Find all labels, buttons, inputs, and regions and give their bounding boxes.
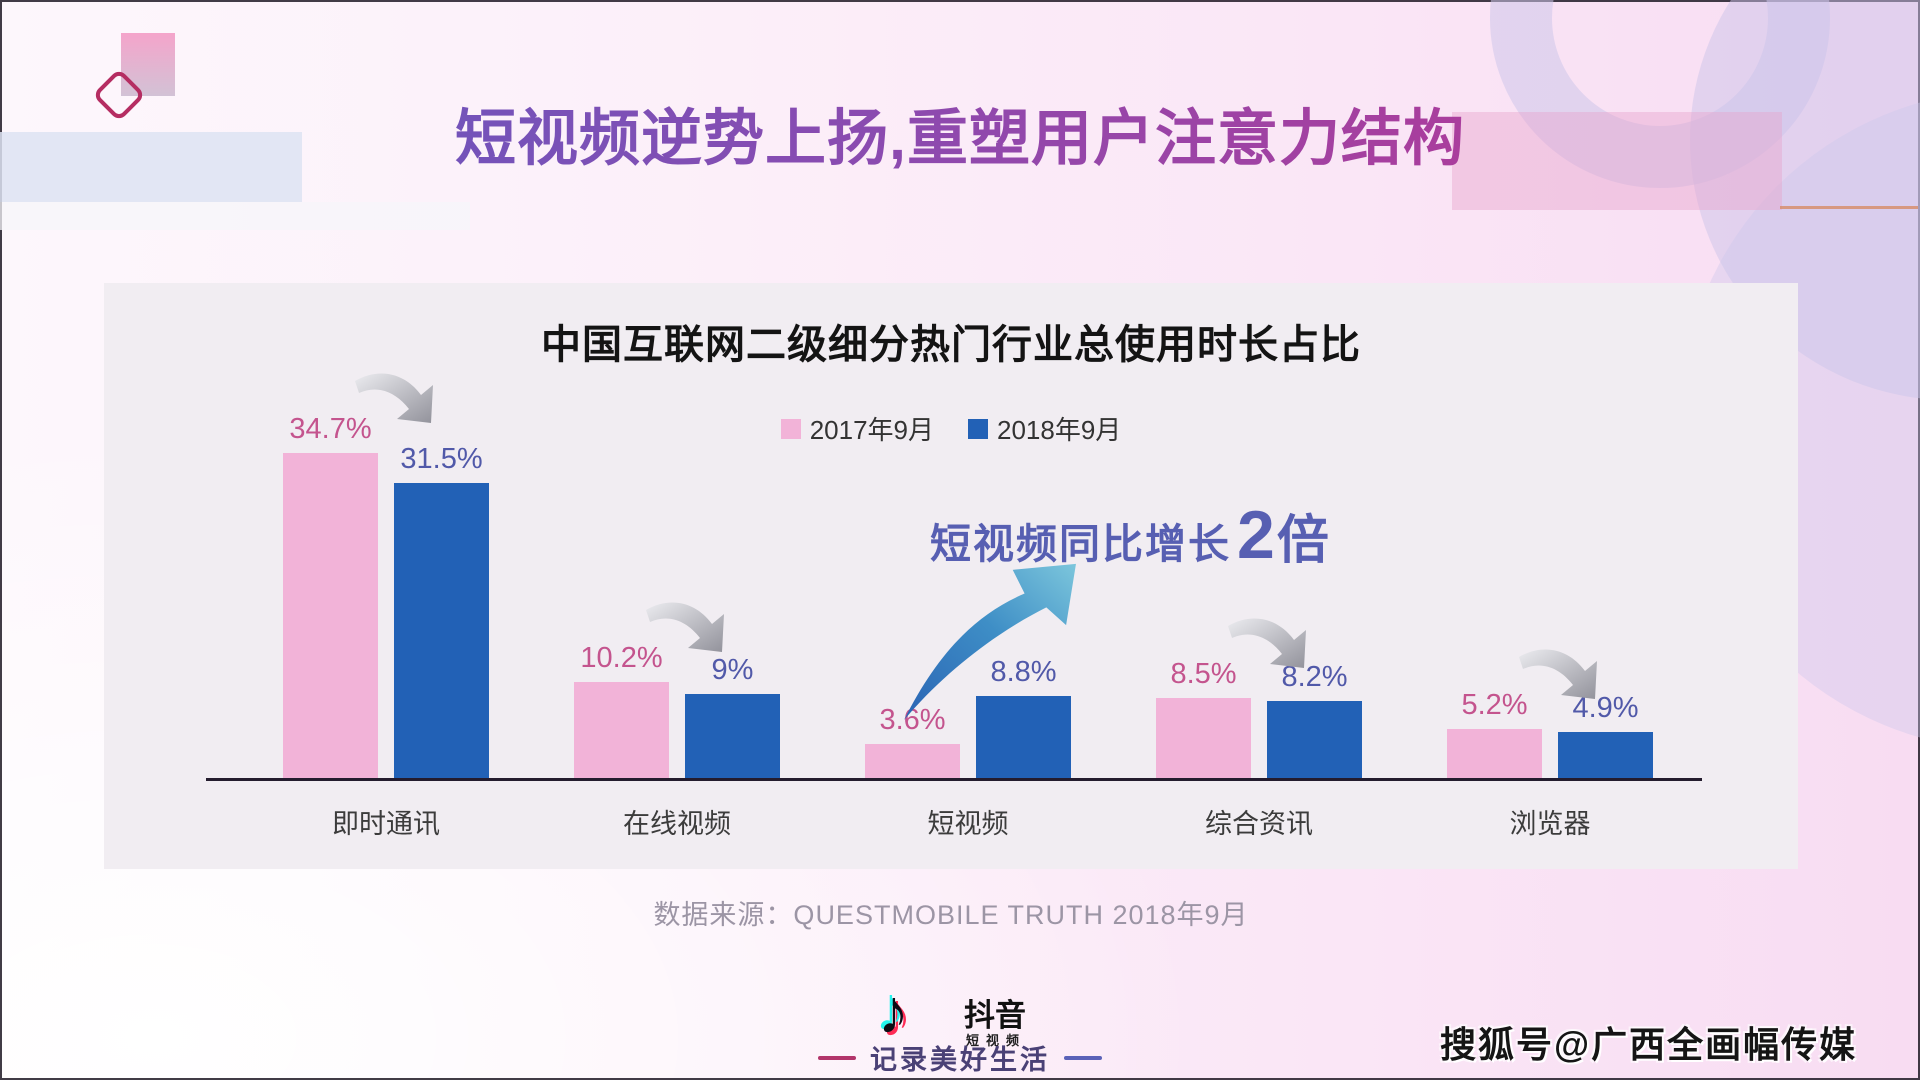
- value-label: 10.2%: [580, 642, 663, 674]
- annotation-suffix: 倍: [1276, 512, 1331, 570]
- category-label: 综合资讯: [1205, 809, 1313, 839]
- growth-annotation: 短视频同比增长 2 倍: [930, 496, 1331, 574]
- bar-column: 8.8%: [976, 656, 1071, 778]
- bar-group: 3.6% 8.8%: [865, 656, 1071, 778]
- value-label: 8.8%: [990, 656, 1057, 688]
- decline-arrow-icon: [646, 602, 724, 653]
- tagline-dash-left: [818, 1055, 856, 1060]
- brand-subtitle: 短视频: [966, 1033, 1027, 1048]
- watermark: 搜狐号@广西全画幅传媒: [1440, 1024, 1858, 1065]
- brand-tagline: 记录美好生活: [0, 1038, 1920, 1077]
- chart-title: 中国互联网二级细分热门行业总使用时长占比: [541, 323, 1361, 367]
- brand-name: 抖音: [964, 998, 1026, 1033]
- bar-2018年9月: [1558, 732, 1653, 778]
- music-note-icon: ♪: [878, 978, 909, 1047]
- decor-square: [121, 33, 175, 96]
- bar-group: 34.7% 31.5%: [283, 413, 489, 778]
- value-label: 9%: [711, 654, 754, 686]
- decline-arrow-icon: [1228, 618, 1306, 669]
- category-label: 浏览器: [1509, 809, 1591, 839]
- annotation-text: 短视频同比增长: [930, 521, 1231, 567]
- value-label: 31.5%: [400, 443, 483, 475]
- annotation-highlight: 2: [1237, 497, 1277, 573]
- value-label: 5.2%: [1461, 689, 1528, 721]
- bar-2018年9月: [394, 483, 489, 778]
- x-axis-line: [206, 778, 1702, 781]
- tagline-text: 记录美好生活: [870, 1045, 1050, 1075]
- legend-swatch-2018-icon: [968, 418, 988, 439]
- decor-orange-line: [1780, 206, 1918, 209]
- data-source: 数据来源：QUESTMOBILE TRUTH 2018年9月: [653, 900, 1249, 930]
- decline-arrow-icon: [1519, 649, 1597, 700]
- legend-item-2018: 2018年9月: [968, 410, 1121, 447]
- tagline-dash-right: [1064, 1055, 1102, 1060]
- value-label: 8.5%: [1170, 658, 1237, 690]
- category-label: 短视频: [927, 809, 1009, 839]
- decor-pink-band: [1452, 112, 1782, 210]
- page-title: 短视频逆势上扬,重塑用户注意力结构: [0, 88, 1920, 177]
- bar-2018年9月: [685, 694, 780, 778]
- bar-2017年9月: [865, 744, 960, 778]
- legend-label-2018: 2018年9月: [997, 415, 1122, 445]
- legend-label-2017: 2017年9月: [809, 415, 934, 445]
- value-label: 34.7%: [289, 413, 372, 445]
- bar-2017年9月: [283, 453, 378, 778]
- growth-arrow-icon: [904, 563, 1076, 721]
- bar-group: 8.5% 8.2%: [1156, 658, 1362, 778]
- bar-column: 31.5%: [394, 443, 489, 778]
- bar-column: 8.5%: [1156, 658, 1251, 778]
- bar-column: 9%: [685, 654, 780, 778]
- bar-2018年9月: [1267, 701, 1362, 778]
- chart-legend: 2017年9月 2018年9月: [104, 410, 1798, 447]
- bar-2017年9月: [1447, 729, 1542, 778]
- legend-item-2017: 2017年9月: [780, 410, 934, 447]
- decor-band: [0, 132, 302, 202]
- bar-column: 10.2%: [574, 642, 669, 778]
- bar-group: 10.2% 9%: [574, 642, 780, 778]
- decor-band: [0, 202, 470, 230]
- category-label: 在线视频: [623, 809, 731, 839]
- legend-swatch-2017-icon: [780, 418, 801, 439]
- decline-arrow-icon: [355, 373, 433, 423]
- bar-column: 5.2%: [1447, 689, 1542, 778]
- bar-2017年9月: [1156, 698, 1251, 778]
- bar-2018年9月: [976, 696, 1071, 778]
- bar-2017年9月: [574, 682, 669, 778]
- category-label: 即时通讯: [332, 809, 440, 839]
- bar-column: 34.7%: [283, 413, 378, 778]
